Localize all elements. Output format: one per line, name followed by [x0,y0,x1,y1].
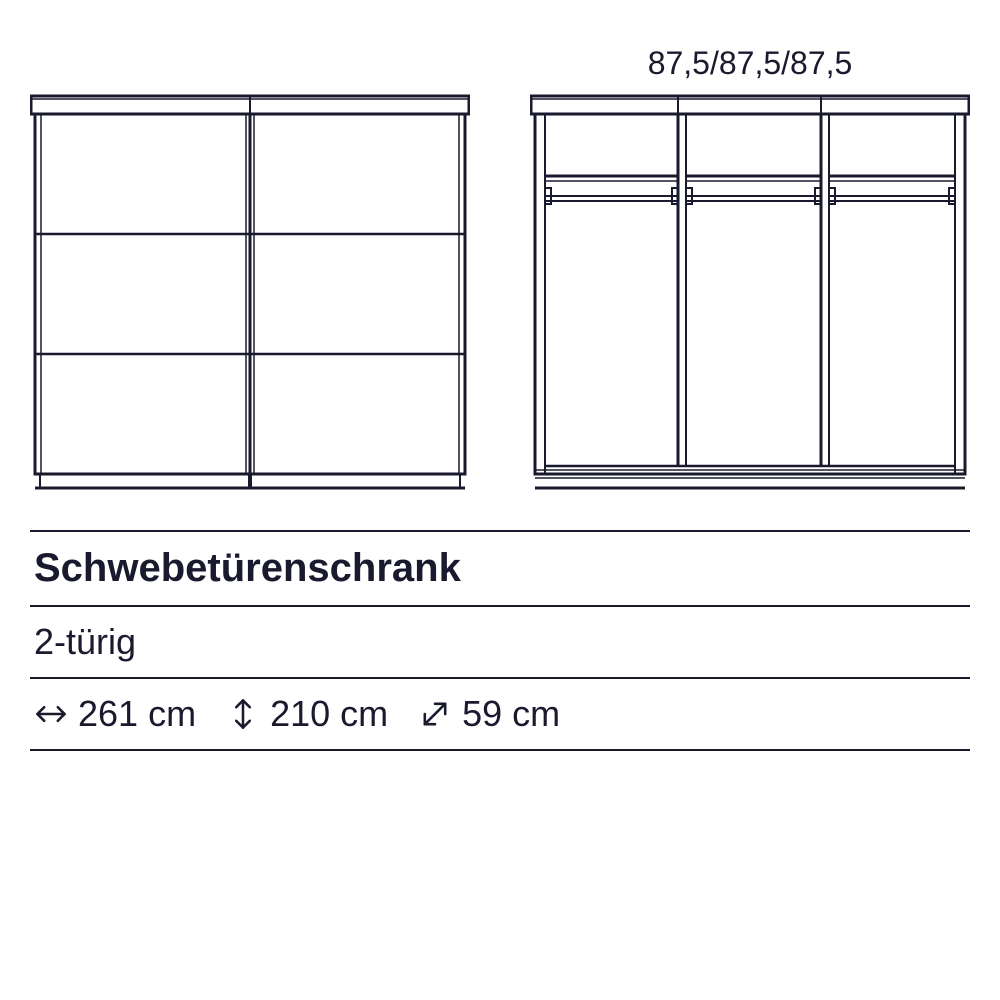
info-table: Schwebetürenschrank 2-türig 261 cm [30,530,970,751]
width-dimension: 261 cm [34,693,196,735]
width-arrow-icon [34,697,68,731]
exterior-diagram [30,90,470,490]
width-value: 261 cm [78,693,196,735]
exterior-svg [30,90,470,490]
product-title-row: Schwebetürenschrank [30,530,970,605]
depth-arrow-icon [418,697,452,731]
depth-value: 59 cm [462,693,560,735]
compartment-widths-label: 87,5/87,5/87,5 [530,45,970,82]
dimensions-row: 261 cm 210 cm [30,677,970,751]
interior-diagram: 87,5/87,5/87,5 [530,45,970,490]
interior-svg [530,90,970,490]
height-value: 210 cm [270,693,388,735]
product-subtitle: 2-türig [34,621,136,663]
depth-dimension: 59 cm [418,693,560,735]
diagrams-row: 87,5/87,5/87,5 [30,50,970,490]
height-arrow-icon [226,697,260,731]
product-subtitle-row: 2-türig [30,605,970,677]
height-dimension: 210 cm [226,693,388,735]
product-title: Schwebetürenschrank [34,546,461,591]
